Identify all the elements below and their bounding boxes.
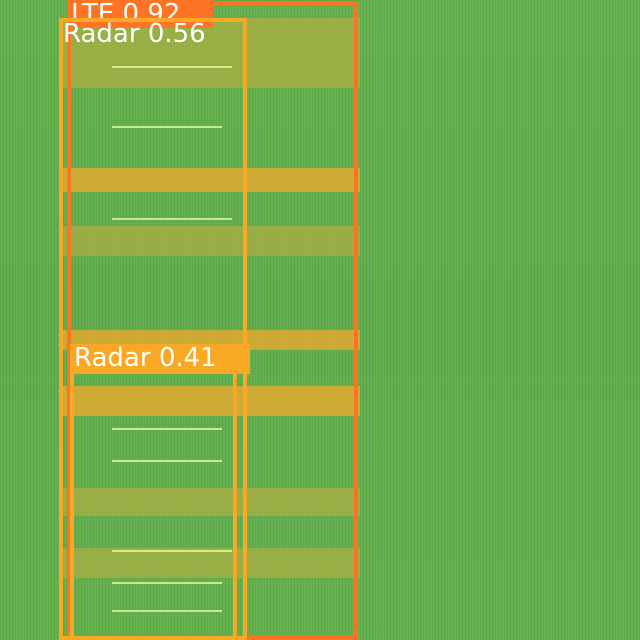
- signal-band: [60, 488, 360, 516]
- signal-band: [60, 226, 360, 256]
- pulse-line: [112, 460, 222, 462]
- signal-band: [60, 386, 360, 416]
- signal-band-area: [60, 0, 360, 640]
- signal-band: [60, 548, 360, 578]
- signal-band: [60, 18, 360, 88]
- pulse-line: [112, 610, 222, 612]
- signal-band: [60, 168, 360, 192]
- pulse-line: [112, 66, 232, 68]
- pulse-line: [112, 582, 222, 584]
- pulse-line: [112, 428, 222, 430]
- lte-detection-label: LTE 0.92: [67, 0, 213, 28]
- pulse-line: [112, 550, 232, 552]
- pulse-line: [112, 126, 222, 128]
- radar-detection-label: Radar 0.56: [63, 19, 206, 49]
- radar-detection-box: [70, 344, 237, 640]
- pulse-line: [112, 218, 232, 220]
- radar-detection-label: Radar 0.41: [70, 344, 250, 374]
